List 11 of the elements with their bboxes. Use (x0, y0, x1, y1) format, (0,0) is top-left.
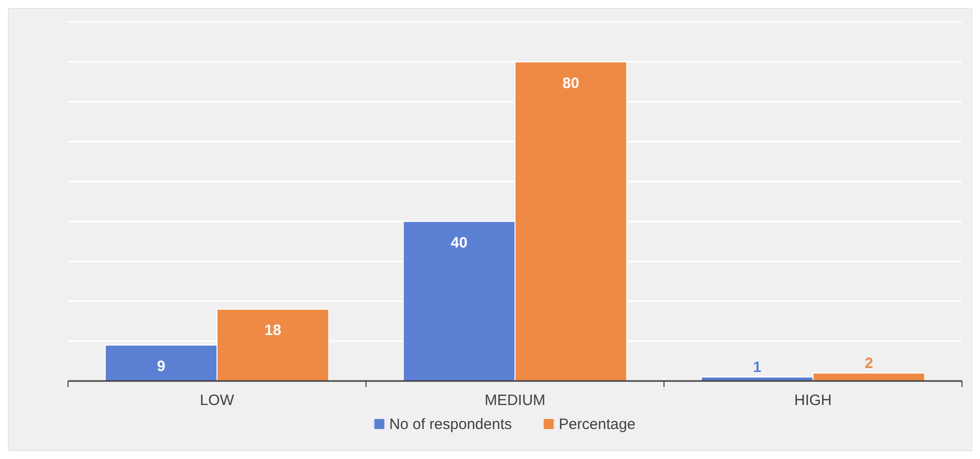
data-label: 1 (752, 359, 762, 376)
x-tick-label: MEDIUM (484, 392, 546, 409)
x-tick-label: LOW (200, 392, 235, 409)
data-label: 18 (264, 322, 282, 340)
data-label: 9 (156, 358, 166, 376)
data-label: 40 (450, 234, 468, 252)
legend-label: No of respondents (389, 416, 512, 433)
x-tick-label: HIGH (794, 392, 832, 409)
data-label: 2 (864, 355, 874, 372)
data-label: 80 (562, 74, 580, 92)
legend-label: Percentage (558, 416, 636, 433)
